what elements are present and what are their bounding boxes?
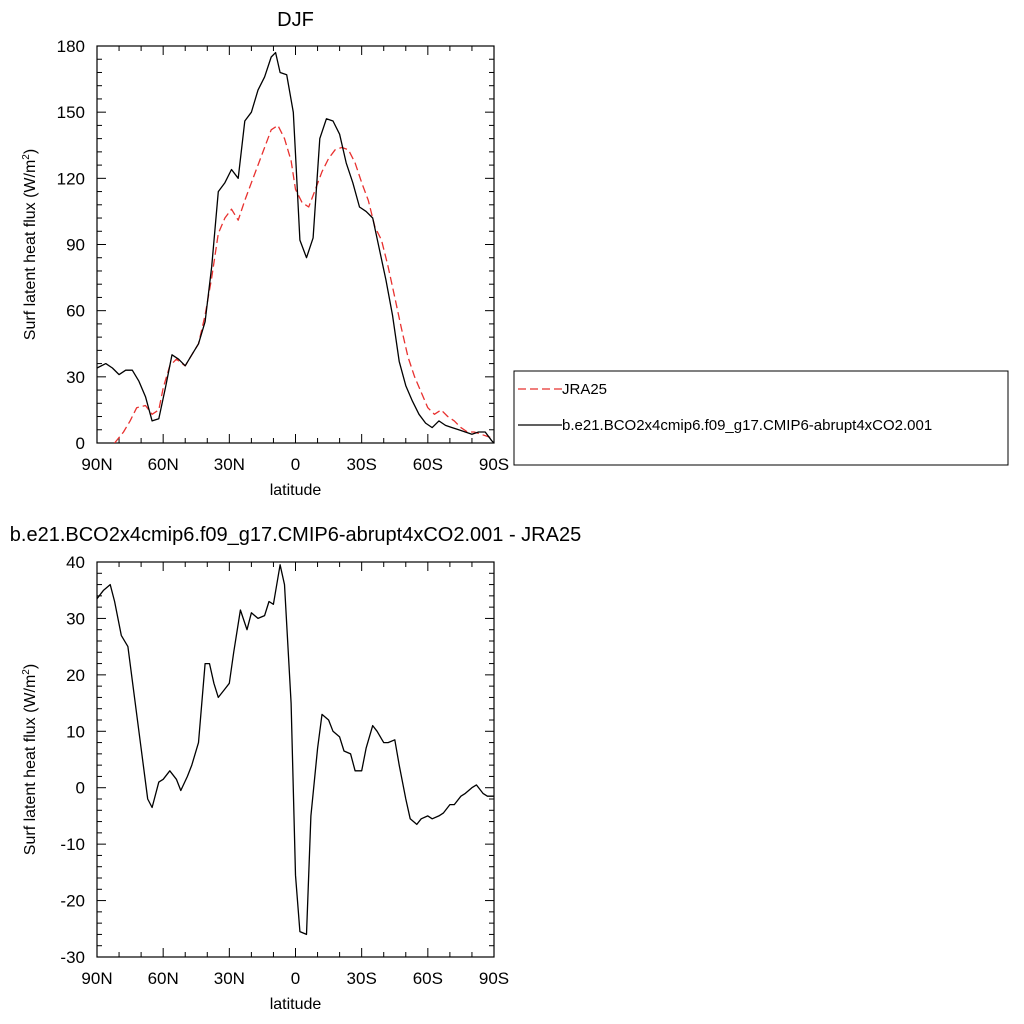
x-tick-label: 60S [413,969,443,988]
y-tick-label: 180 [57,37,85,56]
y-tick-label: -30 [60,948,85,967]
series-line-difference [97,564,494,936]
legend: JRA25 b.e21.BCO2x4cmip6.f09_g17.CMIP6-abr… [513,370,1009,466]
plot-frame [96,561,495,958]
tick-marks [96,561,495,958]
y-tick-label: 30 [66,609,85,628]
x-axis-label: latitude [270,996,322,1013]
series-line-jra25 [114,124,494,443]
legend-entry: JRA25 [562,381,607,398]
chart-panel-1: DJF 0 30 60 90 120 150 180 90N 60N 30N 0 30S 60S 90S la… [21,9,1009,499]
x-axis-label: latitude [270,482,322,499]
chart-panel-2: b.e21.BCO2x4cmip6.f09_g17.CMIP6-abrupt4x… [10,524,581,1013]
y-tick-label: 20 [66,666,85,685]
x-tick-label: 60S [413,455,443,474]
chart-title: b.e21.BCO2x4cmip6.f09_g17.CMIP6-abrupt4x… [10,524,581,546]
chart-title: DJF [277,9,314,31]
y-tick-label: 150 [57,103,85,122]
x-tick-label: 90S [479,969,509,988]
y-tick-label: 10 [66,722,85,741]
y-tick-label: 40 [66,553,85,572]
y-tick-label: -10 [60,835,85,854]
plot-frame [96,45,495,444]
x-tick-label: 30S [347,969,377,988]
x-tick-label: 90N [81,969,112,988]
x-tick-label: 90N [81,455,112,474]
x-tick-label: 30N [214,455,245,474]
legend-box [513,370,1009,466]
legend-entry: b.e21.BCO2x4cmip6.f09_g17.CMIP6-abrupt4x… [562,417,932,434]
y-tick-label: 0 [76,779,85,798]
x-tick-label: 0 [291,969,300,988]
x-tick-label: 30S [347,455,377,474]
x-tick-label: 30N [214,969,245,988]
y-tick-label: 30 [66,368,85,387]
x-tick-label: 60N [148,969,179,988]
y-tick-label: -20 [60,892,85,911]
x-tick-label: 90S [479,455,509,474]
x-tick-label: 60N [148,455,179,474]
y-axis-label: Surf latent heat flux (W/m2) [21,149,39,340]
series-line-b-e21-bco2x4cmip6-f09-g17-cmip6-abrupt4xco2-001 [97,51,494,443]
y-tick-label: 90 [66,236,85,255]
y-axis-label: Surf latent heat flux (W/m2) [21,664,39,855]
x-tick-label: 0 [291,455,300,474]
y-tick-label: 60 [66,302,85,321]
tick-marks [96,45,495,444]
y-tick-label: 120 [57,169,85,188]
y-tick-label: 0 [76,434,85,453]
